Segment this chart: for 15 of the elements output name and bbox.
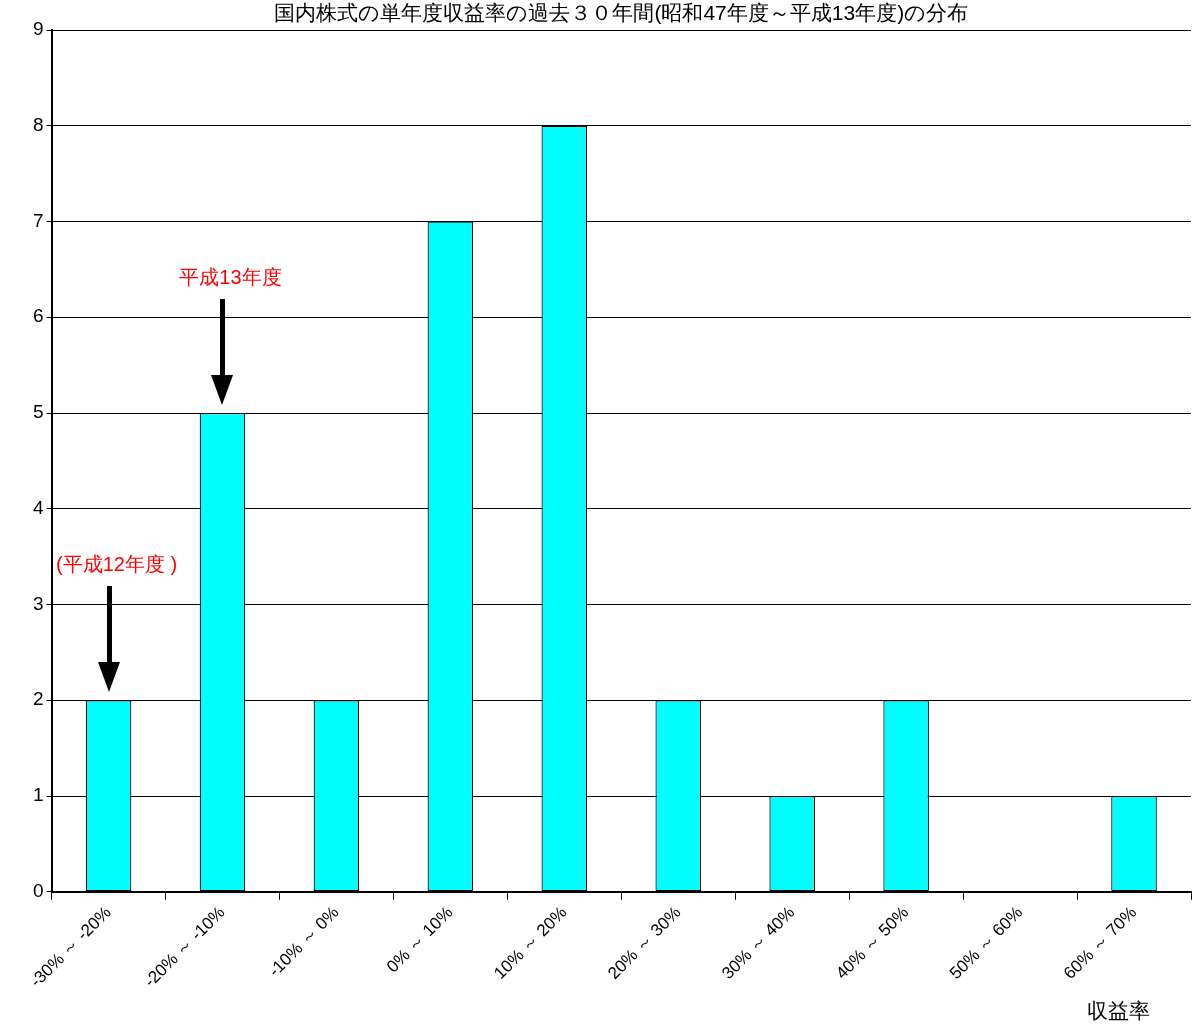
y-tick-label: 8: [32, 113, 44, 135]
x-tick-label: 60% ～ 70%: [1059, 902, 1141, 983]
annotation: 平成13年度: [179, 264, 282, 290]
y-tick-label: 1: [32, 784, 44, 806]
y-tick-label: 2: [32, 688, 44, 710]
y-tick-label: 0: [32, 879, 44, 901]
y-tick-label: 5: [32, 401, 44, 423]
y-tick-label: 6: [32, 305, 44, 327]
y-tick-label: 3: [32, 592, 44, 614]
y-tick-label: 7: [32, 209, 44, 231]
y-tick-label: 9: [32, 18, 44, 40]
y-tick-label: 4: [32, 496, 44, 518]
annotation: (平成12年度 ): [55, 551, 178, 577]
x-axis-title: 収益率: [1086, 998, 1150, 1022]
chart-title: 国内株式の単年度収益率の過去３０年間(昭和47年度～平成13年度)の分布: [274, 0, 969, 24]
